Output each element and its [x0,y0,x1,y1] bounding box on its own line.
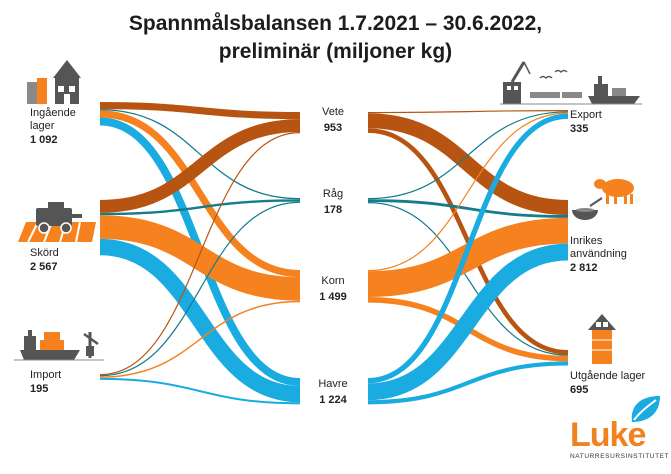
source-import-value: 195 [30,383,49,395]
use-utgaende-label: Utgående lager [570,370,646,382]
flow-vete-export [367,110,569,114]
leaf-icon [631,396,660,422]
use-export-value: 335 [570,123,589,135]
flows-right-group [367,110,569,405]
grain-korn: Korn 1 499 [298,275,368,304]
source-skord: Skörd 2 567 [30,247,59,274]
grain-vete-value: 953 [323,122,343,134]
port-crane-icon [500,61,642,105]
grain-rag-value: 178 [323,204,343,216]
grain-rag-label: Råg [322,188,344,200]
source-import-label: Import [30,369,62,381]
flow-ingaende-vete [99,102,301,120]
silo-icon [588,314,616,364]
flows-left-group [99,102,301,405]
use-inrikes-label: Inrikes användning [570,235,627,260]
flow-import-rag [99,201,301,377]
flow-havre-utgaende [367,361,569,405]
flow-import-havre [99,377,301,405]
luke-logo: Luke NATURRESURSINSTITUTET [570,396,670,460]
flow-rag-export [367,111,569,200]
grain-havre: Havre 1 224 [298,378,368,407]
flow-rag-inrikes [367,199,569,218]
cow-bowl-icon [572,179,634,220]
flow-havre-inrikes [367,243,569,401]
grain-korn-label: Korn [321,275,345,287]
harvester-icon [18,202,96,243]
logo-subtitle: NATURRESURSINSTITUTET [570,453,670,460]
grain-havre-value: 1 224 [319,394,347,406]
source-ingaende-value: 1 092 [30,134,58,146]
flow-ingaende-korn [99,110,301,278]
source-ingaende-label: Ingående lager [30,107,76,132]
grain-vete: Vete 953 [298,106,368,135]
use-inrikes: Inrikes användning 2 812 [570,235,627,275]
flow-ingaende-rag [99,109,301,200]
use-utgaende-value: 695 [570,384,589,396]
use-utgaende: Utgående lager 695 [570,370,645,397]
source-skord-value: 2 567 [30,261,58,273]
flow-rag-utgaende [367,201,569,356]
flow-skord-havre [99,238,301,403]
flow-vete-inrikes [367,113,569,216]
chart-title-line2: preliminär (miljoner kg) [218,40,453,63]
flow-korn-export [367,112,569,272]
warehouse-icon [27,60,81,104]
grain-vete-label: Vete [321,106,345,118]
grain-rag: Råg 178 [298,188,368,217]
grain-havre-label: Havre [318,378,348,390]
chart-title-line1: Spannmålsbalansen 1.7.2021 – 30.6.2022, [128,12,543,35]
flow-skord-vete [99,119,301,213]
flow-import-korn [99,300,301,378]
flow-skord-korn [99,215,301,301]
grain-korn-value: 1 499 [319,291,347,303]
flow-havre-export [367,113,569,384]
flow-skord-rag [99,199,301,216]
source-ingaende: Ingående lager 1 092 [30,107,76,147]
use-export: Export 335 [570,109,602,136]
flow-import-vete [99,131,301,376]
logo-wordmark: Luke [570,416,646,454]
flow-korn-inrikes [367,217,569,297]
cargo-ship-icon [14,330,104,361]
source-skord-label: Skörd [30,247,59,259]
use-export-label: Export [570,109,602,121]
use-inrikes-value: 2 812 [570,262,598,274]
source-import: Import 195 [30,369,61,396]
